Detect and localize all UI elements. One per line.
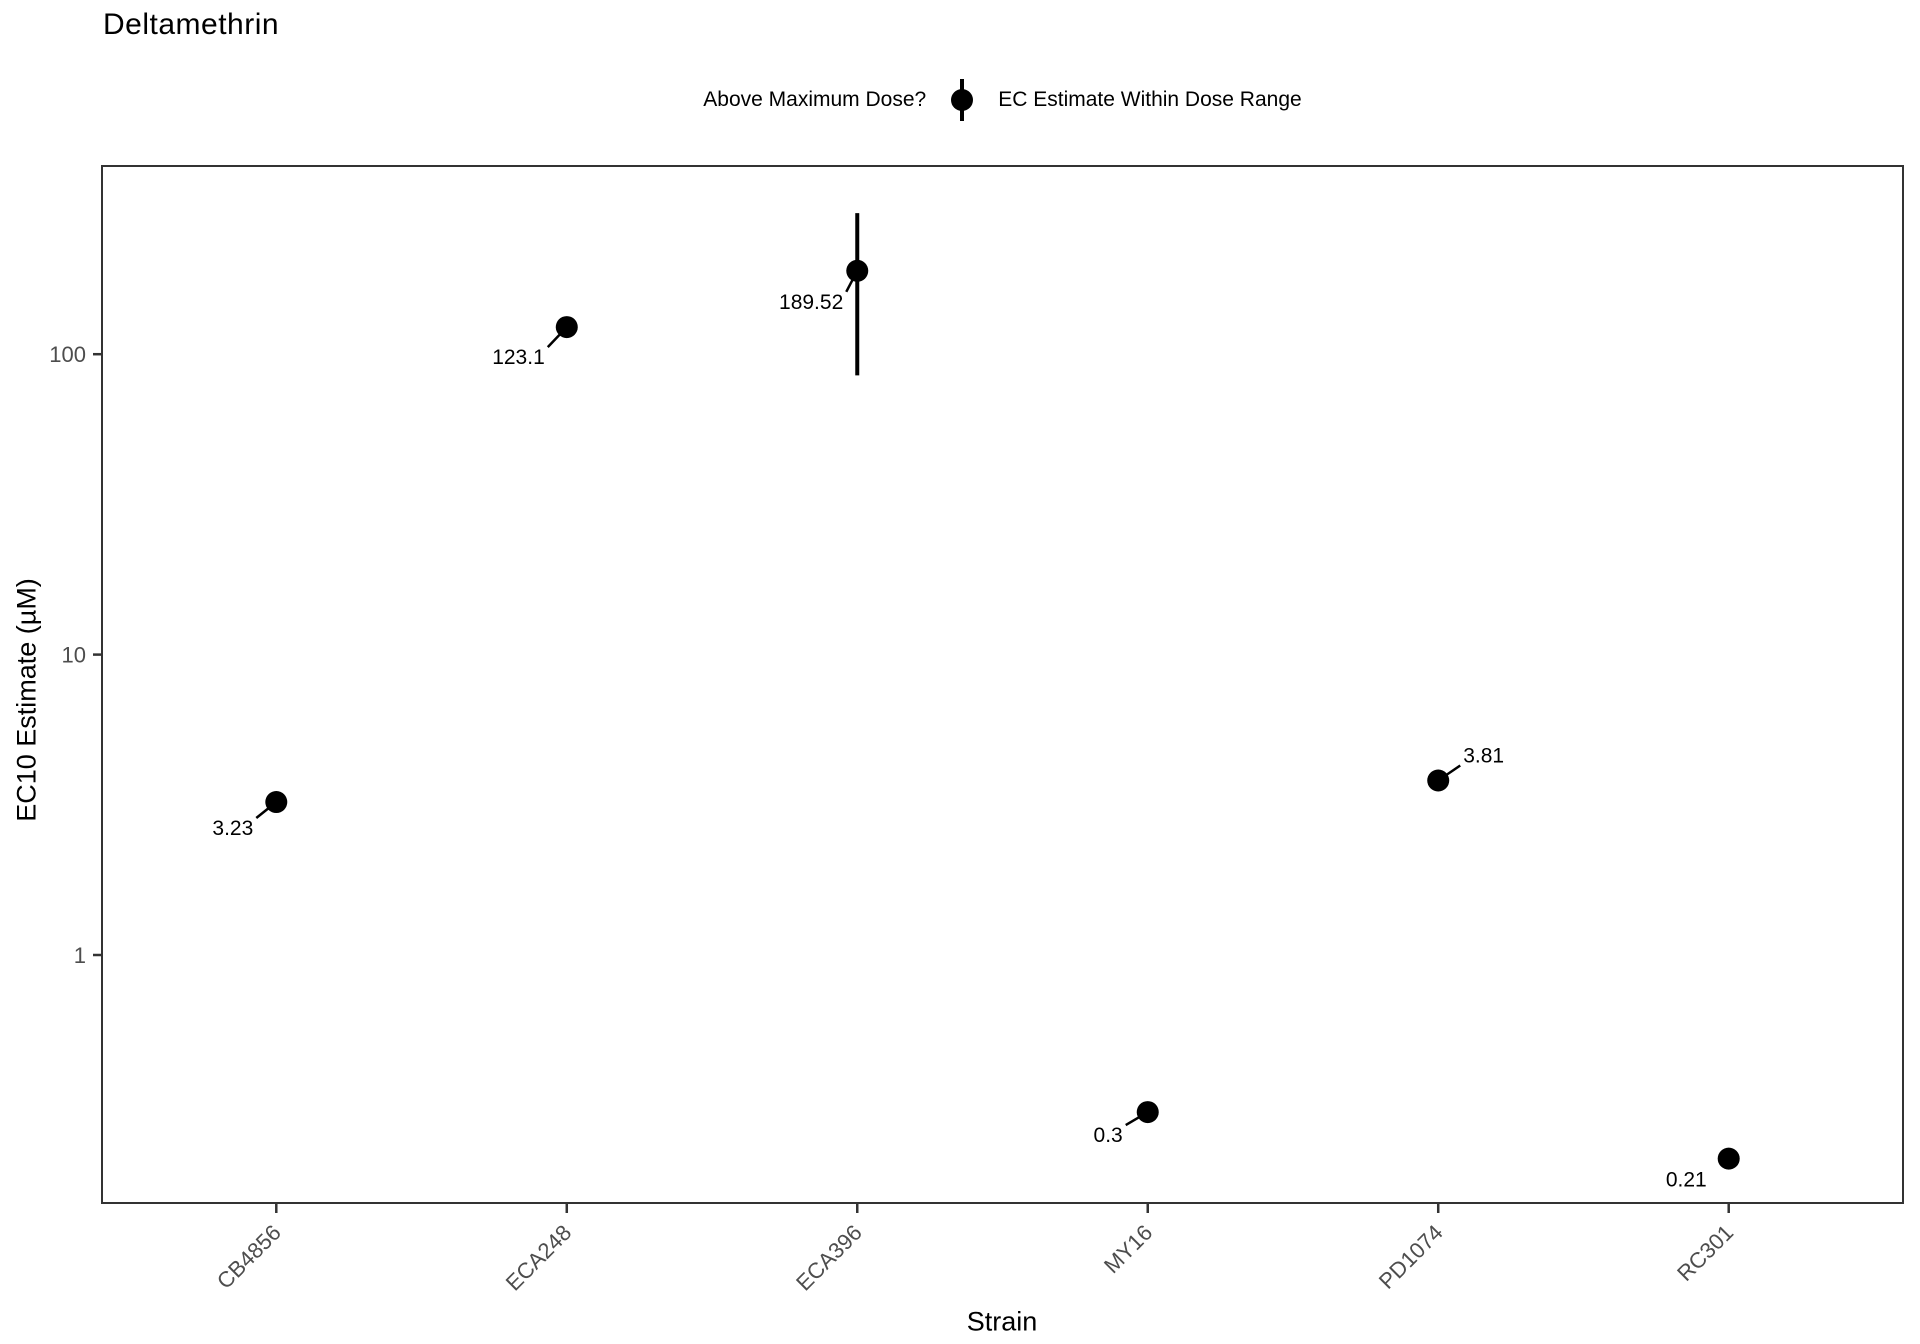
pointrange-icon bbox=[944, 74, 980, 126]
legend-item-label: EC Estimate Within Dose Range bbox=[998, 88, 1302, 111]
x-tick-label: RC301 bbox=[1672, 1220, 1738, 1286]
y-tick-label: 10 bbox=[62, 643, 86, 668]
data-point bbox=[1136, 1101, 1159, 1124]
y-axis-title: EC10 Estimate (µM) bbox=[11, 578, 42, 822]
panel-border bbox=[101, 165, 1904, 1204]
data-point bbox=[1717, 1147, 1740, 1170]
data-point bbox=[846, 259, 869, 282]
x-tick-label: MY16 bbox=[1099, 1220, 1157, 1278]
plot-title: Deltamethrin bbox=[103, 8, 280, 41]
x-tick-label: ECA396 bbox=[791, 1220, 867, 1296]
x-tick-label: ECA248 bbox=[501, 1220, 577, 1296]
x-tick-label: CB4856 bbox=[212, 1220, 286, 1294]
data-point-label: 3.23 bbox=[212, 817, 253, 840]
data-point bbox=[1427, 769, 1450, 792]
y-tick-label: 100 bbox=[49, 342, 86, 367]
data-point-label: 0.3 bbox=[1094, 1124, 1123, 1147]
legend: Above Maximum Dose? EC Estimate Within D… bbox=[102, 72, 1903, 128]
y-tick-label: 1 bbox=[74, 943, 86, 968]
data-point-label: 3.81 bbox=[1463, 744, 1504, 767]
data-point-label: 189.52 bbox=[779, 291, 843, 314]
data-point bbox=[265, 791, 288, 814]
data-point-label: 0.21 bbox=[1666, 1169, 1707, 1192]
legend-title: Above Maximum Dose? bbox=[703, 88, 927, 111]
x-tick-label: PD1074 bbox=[1374, 1220, 1448, 1294]
x-axis-title: Strain bbox=[966, 1306, 1038, 1337]
data-point-label: 123.1 bbox=[492, 346, 545, 369]
data-point bbox=[555, 316, 578, 339]
